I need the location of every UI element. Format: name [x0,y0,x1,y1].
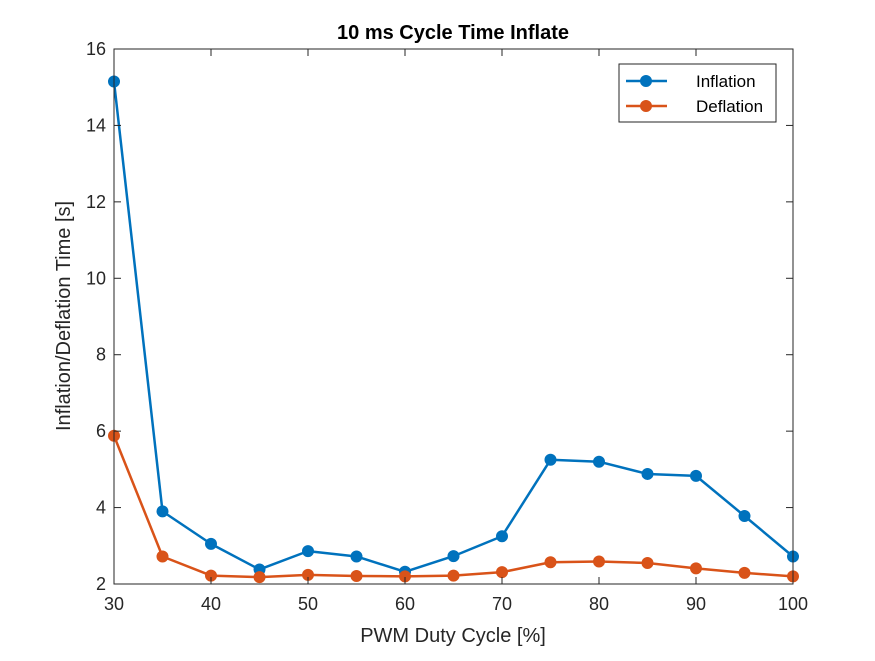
y-tick-label: 6 [96,421,106,441]
y-tick-label: 12 [86,192,106,212]
data-point-deflation [544,556,557,569]
y-tick-label: 8 [96,345,106,365]
data-point-inflation [690,469,702,482]
x-tick-label: 40 [201,594,221,614]
legend-marker-inflation [640,75,652,87]
data-point-inflation [593,455,605,468]
axes-box [113,48,794,585]
data-point-deflation [156,550,169,563]
data-point-inflation [496,530,508,543]
x-tick-label: 60 [395,594,415,614]
legend-label-deflation: Deflation [696,97,763,116]
data-point-inflation [447,550,460,563]
data-point-inflation [350,550,363,563]
data-point-deflation [641,556,654,569]
data-point-deflation [350,569,363,582]
x-tick-label: 70 [492,594,512,614]
data-point-inflation [205,537,217,550]
data-point-inflation [302,545,314,558]
y-tick-label: 16 [86,39,106,59]
data-point-deflation [496,566,508,579]
x-axis-label: PWM Duty Cycle [%] [360,625,546,647]
y-tick-label: 10 [86,268,106,288]
chart-title: 10 ms Cycle Time Inflate [337,22,569,44]
plot-area [114,49,793,584]
data-point-deflation [690,562,702,575]
y-axis-label: Inflation/Deflation Time [s] [53,201,75,431]
y-tick-label: 14 [86,115,106,135]
x-tick-label: 30 [104,594,124,614]
legend: Inflation Deflation [618,63,777,123]
x-tick-label: 100 [778,594,808,614]
data-point-inflation [738,509,751,522]
data-point-inflation [544,453,557,466]
series-deflation [108,429,799,584]
data-point-deflation [593,555,605,568]
legend-box [618,63,777,123]
data-point-deflation [447,569,460,582]
y-tick-label: 2 [96,574,106,594]
data-point-inflation [156,505,169,518]
x-tick-label: 90 [686,594,706,614]
legend-label-inflation: Inflation [696,72,756,91]
x-tick-label: 80 [589,594,609,614]
y-tick-label: 4 [96,498,106,518]
x-tick-label: 50 [298,594,318,614]
legend-marker-deflation [640,100,652,112]
data-point-inflation [641,467,654,480]
series-layer [108,75,799,584]
data-point-deflation [253,571,266,584]
tick-layer: 30 40 50 60 70 80 90 100 2 4 6 8 10 12 14 16 [86,39,808,614]
data-point-deflation [738,566,751,579]
